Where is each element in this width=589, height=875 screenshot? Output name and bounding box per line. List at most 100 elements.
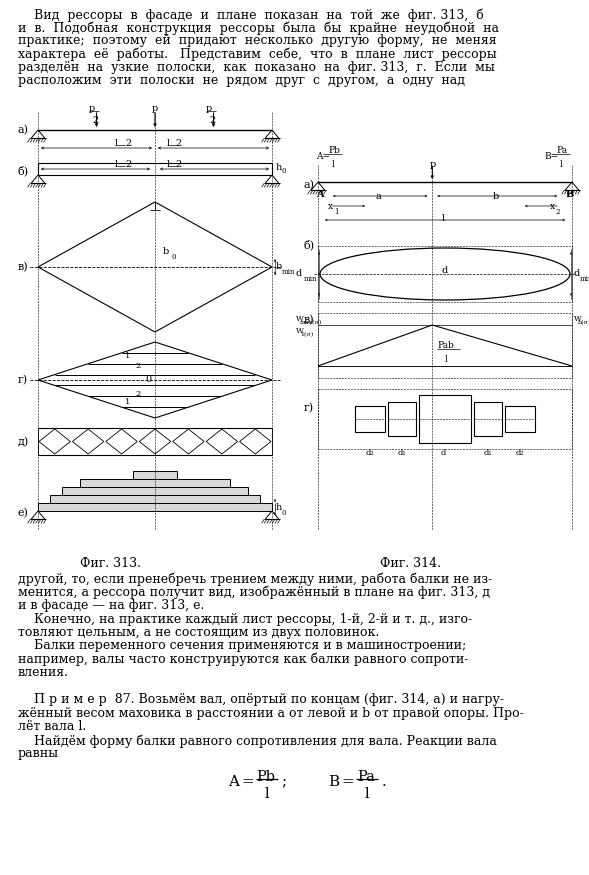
Text: h: h bbox=[276, 503, 282, 512]
Text: г): г) bbox=[304, 403, 314, 413]
Text: h: h bbox=[276, 163, 282, 172]
Bar bbox=[133, 471, 177, 479]
Text: d: d bbox=[441, 449, 446, 457]
Bar bbox=[505, 406, 535, 432]
Text: П р и м е р  87. Возьмём вал, опёртый по концам (фиг. 314, а) и нагру-: П р и м е р 87. Возьмём вал, опёртый по … bbox=[18, 694, 504, 706]
Text: г): г) bbox=[18, 375, 28, 385]
Text: 0: 0 bbox=[145, 375, 151, 384]
Text: Pb: Pb bbox=[328, 146, 340, 155]
Text: A: A bbox=[229, 775, 240, 789]
Text: Фиг. 313.: Фиг. 313. bbox=[80, 557, 141, 570]
Text: 1(σ): 1(σ) bbox=[300, 332, 313, 337]
Text: a: a bbox=[376, 192, 382, 201]
Text: например, валы часто конструируются как балки равного сопроти-: например, валы часто конструируются как … bbox=[18, 653, 468, 667]
Text: min: min bbox=[304, 275, 317, 283]
Text: W: W bbox=[574, 315, 582, 323]
Text: =: = bbox=[342, 775, 355, 789]
Text: е): е) bbox=[18, 508, 29, 518]
Text: b(σ): b(σ) bbox=[578, 320, 589, 326]
Text: в): в) bbox=[18, 262, 29, 272]
Bar bbox=[388, 402, 416, 437]
Bar bbox=[419, 395, 471, 443]
Text: Pa: Pa bbox=[357, 770, 375, 784]
Text: l: l bbox=[115, 139, 118, 148]
Text: =: = bbox=[241, 775, 254, 789]
Text: d: d bbox=[296, 269, 302, 278]
Text: лёт вала l.: лёт вала l. bbox=[18, 720, 86, 733]
Text: другой, то, если пренебречь трением между ними, работа балки не из-: другой, то, если пренебречь трением межд… bbox=[18, 572, 492, 585]
Text: max(σ): max(σ) bbox=[300, 320, 322, 326]
Text: 2: 2 bbox=[556, 208, 561, 216]
Text: p: p bbox=[152, 104, 158, 113]
Text: A: A bbox=[316, 190, 323, 199]
Text: W: W bbox=[296, 315, 304, 323]
Text: а): а) bbox=[18, 125, 29, 136]
Bar bbox=[38, 503, 272, 511]
Text: 2: 2 bbox=[210, 116, 216, 125]
Text: A=: A= bbox=[316, 152, 330, 161]
Text: l: l bbox=[167, 139, 170, 148]
Text: жённый весом маховика в расстоянии а от левой и b от правой опоры. Про-: жённый весом маховика в расстоянии а от … bbox=[18, 707, 524, 720]
Text: min: min bbox=[580, 275, 589, 283]
Text: б): б) bbox=[18, 165, 29, 176]
Text: x: x bbox=[328, 202, 333, 211]
Text: ;: ; bbox=[282, 775, 287, 789]
Text: менится, а рессора получит вид, изображённый в плане на фиг. 313, д: менится, а рессора получит вид, изображё… bbox=[18, 585, 490, 599]
Text: 1: 1 bbox=[125, 398, 130, 406]
Text: Конечно, на практике каждый лист рессоры, 1-й, 2-й и т. д., изго-: Конечно, на практике каждый лист рессоры… bbox=[18, 612, 472, 626]
Text: разделён  на  узкие  полоски,  как  показано  на  фиг. 313,  г.  Если  мы: разделён на узкие полоски, как показано … bbox=[18, 60, 495, 74]
Text: d: d bbox=[441, 266, 447, 275]
Text: товляют цельным, а не состоящим из двух половинок.: товляют цельным, а не состоящим из двух … bbox=[18, 626, 379, 639]
Bar bbox=[62, 487, 248, 495]
Text: l: l bbox=[442, 214, 445, 223]
Text: l: l bbox=[264, 787, 269, 801]
Text: характера  её  работы.   Представим  себе,  что  в  плане  лист  рессоры: характера её работы. Представим себе, чт… bbox=[18, 47, 497, 61]
Text: Балки переменного сечения применяются и в машиностроении;: Балки переменного сечения применяются и … bbox=[18, 640, 466, 653]
Text: 1: 1 bbox=[125, 352, 130, 360]
Text: b: b bbox=[493, 192, 499, 201]
Text: Pa: Pa bbox=[556, 146, 567, 155]
Text: min: min bbox=[282, 268, 296, 276]
Text: d₂: d₂ bbox=[366, 449, 375, 457]
Text: .: . bbox=[382, 775, 386, 789]
Text: 0: 0 bbox=[282, 509, 286, 517]
Text: 2: 2 bbox=[175, 139, 181, 148]
Text: Pb: Pb bbox=[256, 770, 276, 784]
Text: B: B bbox=[329, 775, 340, 789]
Text: в): в) bbox=[304, 315, 315, 326]
Text: 2: 2 bbox=[175, 160, 181, 169]
Text: 2: 2 bbox=[92, 116, 99, 125]
Text: W: W bbox=[296, 327, 304, 335]
Text: B: B bbox=[566, 190, 574, 199]
Text: l: l bbox=[444, 354, 447, 363]
Text: равны: равны bbox=[18, 747, 59, 760]
Text: d₁: d₁ bbox=[398, 449, 406, 457]
Text: x: x bbox=[550, 202, 555, 211]
Text: 1: 1 bbox=[334, 208, 339, 216]
Text: B=: B= bbox=[544, 152, 558, 161]
Text: p: p bbox=[429, 160, 435, 169]
Text: а): а) bbox=[304, 180, 315, 190]
Bar bbox=[80, 479, 230, 487]
Text: l: l bbox=[167, 160, 170, 169]
Text: Фиг. 314.: Фиг. 314. bbox=[380, 557, 441, 570]
Text: и  в.  Подобная  конструкция  рессоры  была  бы  крайне  неудобной  на: и в. Подобная конструкция рессоры была б… bbox=[18, 21, 499, 35]
Text: 0: 0 bbox=[282, 167, 286, 175]
Text: l: l bbox=[365, 787, 369, 801]
Text: b: b bbox=[163, 247, 169, 256]
Text: l: l bbox=[332, 160, 335, 169]
Text: l: l bbox=[560, 160, 562, 169]
Text: Вид  рессоры  в  фасаде  и  плане  показан  на  той  же  фиг. 313,  б: Вид рессоры в фасаде и плане показан на … bbox=[18, 8, 484, 22]
Bar bbox=[355, 406, 385, 432]
Bar bbox=[474, 402, 502, 437]
Text: вления.: вления. bbox=[18, 667, 69, 680]
Text: д): д) bbox=[18, 437, 29, 447]
Text: 2: 2 bbox=[125, 160, 131, 169]
Text: и в фасаде — на фиг. 313, е.: и в фасаде — на фиг. 313, е. bbox=[18, 599, 204, 612]
Text: Pab: Pab bbox=[437, 340, 454, 349]
Text: Найдём форму балки равного сопротивления для вала. Реакции вала: Найдём форму балки равного сопротивления… bbox=[18, 734, 497, 747]
Text: 2: 2 bbox=[125, 139, 131, 148]
Text: b: b bbox=[276, 262, 282, 271]
Text: б): б) bbox=[304, 240, 315, 251]
Text: практике;  поэтому  ей  придают  несколько  другую  форму,  не  меняя: практике; поэтому ей придают несколько д… bbox=[18, 34, 497, 47]
